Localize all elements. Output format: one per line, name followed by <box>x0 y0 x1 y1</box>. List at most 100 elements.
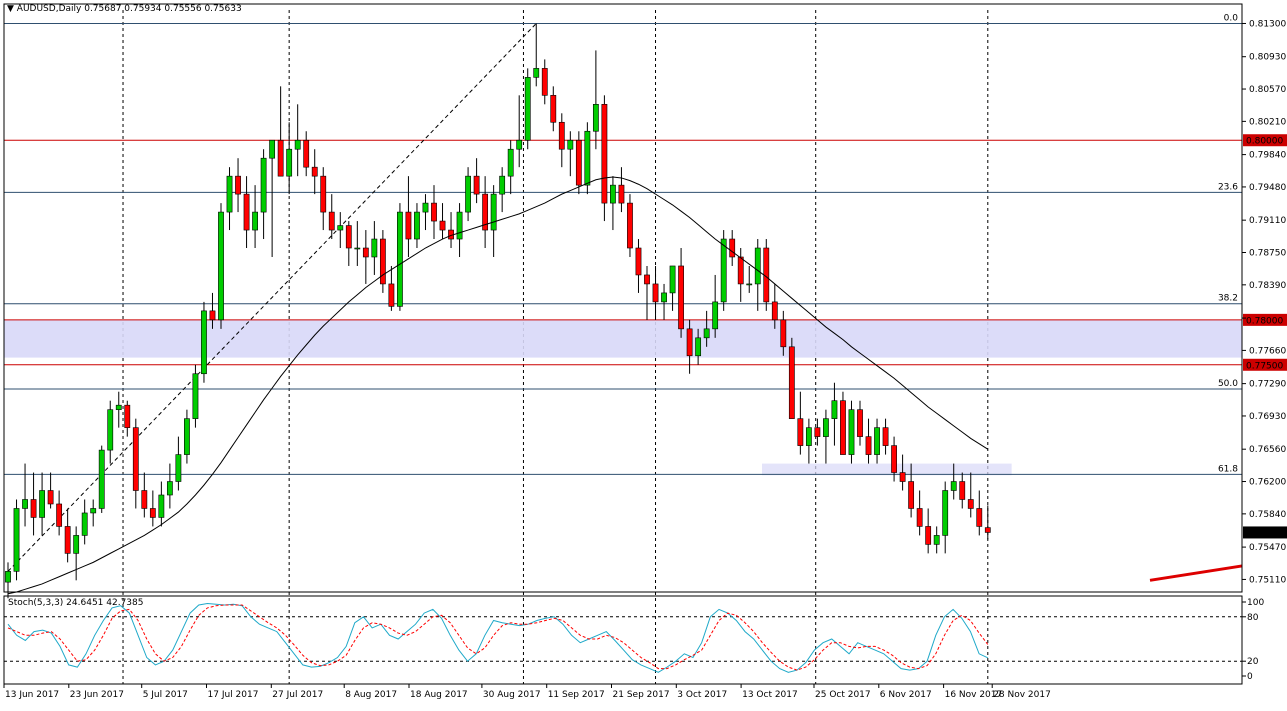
candle-bull <box>13 508 20 572</box>
candle-bear <box>132 427 139 491</box>
dropdown-triangle-icon[interactable]: ▼ <box>7 4 14 14</box>
candle-bull <box>98 449 105 509</box>
candle-bear <box>976 508 983 527</box>
candle-bear <box>550 95 557 123</box>
candle-bull <box>524 77 531 141</box>
candle-bull <box>746 283 753 286</box>
candle-bear <box>814 427 821 437</box>
candle-bear <box>840 400 846 455</box>
candle-bear <box>124 404 131 428</box>
candle-bull <box>371 238 378 258</box>
candle-bull <box>218 211 224 321</box>
price-tick-label: 0.76560 <box>1249 445 1286 455</box>
date-tick-label: 6 Nov 2017 <box>880 690 932 700</box>
candle-bull <box>610 184 616 204</box>
candle-bull <box>107 409 114 451</box>
price-tick-label: 0.79110 <box>1249 216 1286 226</box>
level-price-label: 0.80000 <box>1246 137 1283 147</box>
price-tick-label: 0.76930 <box>1249 412 1286 422</box>
candle-bull <box>823 418 829 437</box>
candle-bull <box>192 373 199 419</box>
candle-bear <box>405 211 412 240</box>
candle-bull <box>115 404 122 410</box>
date-tick-label: 13 Jun 2017 <box>5 690 59 700</box>
candle-bear <box>737 256 744 285</box>
date-tick-label: 17 Jul 2017 <box>208 690 259 700</box>
stoch-signal-line <box>7 604 989 671</box>
candle-bear <box>959 481 966 500</box>
price-tick-label: 0.81300 <box>1249 19 1286 29</box>
chart-header: ▼ AUDUSD,Daily 0.75687 0.75934 0.75556 0… <box>7 4 242 14</box>
candle-bear <box>575 139 582 186</box>
frame-layer <box>3 3 1243 685</box>
candle-bull <box>584 130 591 186</box>
zone-band <box>4 319 1242 358</box>
candle-bear <box>362 247 369 258</box>
price-tick-label: 0.75110 <box>1249 575 1286 585</box>
current-price-tag <box>1243 526 1287 539</box>
stoch-tick-label: 0 <box>1247 672 1253 682</box>
candle-bull <box>499 175 506 195</box>
candle-bull <box>22 499 28 509</box>
zone-band <box>762 463 1012 476</box>
candle-bear <box>678 265 684 330</box>
candle-bear <box>797 418 804 446</box>
candle-bull <box>269 139 276 159</box>
date-tick-label: 8 Aug 2017 <box>345 690 397 700</box>
candle-bear <box>891 445 897 473</box>
price-tick-label: 0.77290 <box>1249 380 1286 390</box>
candle-bear <box>635 247 642 276</box>
red-trendline <box>1149 564 1243 582</box>
candle-bear <box>984 527 991 533</box>
candle-bear <box>149 508 156 518</box>
symbol-label: AUDUSD,Daily <box>16 4 82 14</box>
candle-bear <box>865 436 872 455</box>
candle-bull <box>490 193 497 231</box>
fib-label: 61.8 <box>1218 464 1238 474</box>
candle-bull <box>874 427 880 455</box>
level-layer: 0.0 23.6 38.2 50.0 61.8 <box>4 13 1243 582</box>
candle-bear <box>908 481 915 509</box>
candle-bull <box>533 68 540 78</box>
price-tick-label: 0.79840 <box>1249 151 1286 161</box>
fib-label: 38.2 <box>1218 294 1238 304</box>
candle-bear <box>729 238 736 258</box>
candle-bull <box>81 512 88 536</box>
candle-bull <box>294 139 301 150</box>
stoch-chart-frame <box>3 595 1243 685</box>
price-tick-label: 0.79480 <box>1249 183 1286 193</box>
candle-bull <box>90 508 97 514</box>
candle-bull <box>252 211 258 231</box>
candle-layer <box>5 23 991 599</box>
date-tick-label: 5 Jul 2017 <box>143 690 188 700</box>
price-tick-label: 0.80210 <box>1249 117 1286 127</box>
dashed-trendline <box>7 23 537 572</box>
candle-bull <box>950 481 957 491</box>
candle-bear <box>780 319 787 348</box>
candle-bull <box>456 211 463 240</box>
price-tick-label: 0.80930 <box>1249 53 1286 63</box>
candle-bull <box>465 175 471 213</box>
candle-bear <box>64 526 71 554</box>
candle-bull <box>337 225 344 231</box>
candle-bull <box>933 535 940 545</box>
stoch-tick-label: 80 <box>1247 613 1259 623</box>
level-price-label: 0.78000 <box>1246 316 1283 326</box>
level-price-label: 0.77500 <box>1246 361 1283 371</box>
stoch-main-line <box>7 602 989 673</box>
candle-bear <box>328 211 335 231</box>
candle-bear <box>686 328 693 357</box>
candle-bull <box>175 454 182 482</box>
candle-bull <box>805 427 812 446</box>
candle-bear <box>47 490 54 505</box>
zone-layer <box>4 319 1242 476</box>
candle-bull <box>422 202 429 213</box>
candle-bear <box>320 175 327 213</box>
level-price-tag <box>1243 358 1287 371</box>
candle-bull <box>166 481 173 496</box>
candle-bear <box>482 193 489 231</box>
candle-bull <box>158 494 165 518</box>
candle-bull <box>516 139 523 150</box>
level-price-tag <box>1243 313 1287 326</box>
candle-bear <box>857 409 863 437</box>
